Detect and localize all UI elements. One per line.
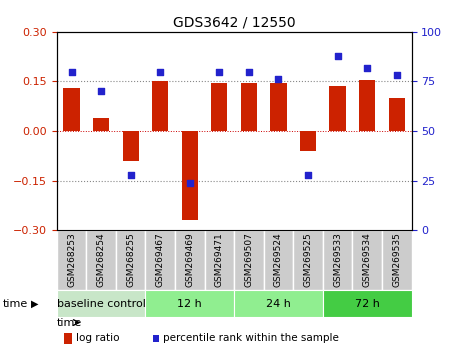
Point [68, 69, 75, 74]
Bar [63, 88, 79, 131]
Bar [359, 80, 375, 131]
Text: time: time [57, 318, 82, 327]
Bar [323, 230, 352, 290]
Point [363, 65, 371, 70]
Point [97, 88, 105, 94]
Point [216, 69, 223, 74]
Bar [205, 230, 234, 290]
Text: GSM269469: GSM269469 [185, 233, 194, 287]
Text: GSM269534: GSM269534 [363, 233, 372, 287]
Point [275, 76, 282, 82]
Text: GSM269525: GSM269525 [304, 233, 313, 287]
Text: GSM268255: GSM268255 [126, 233, 135, 287]
Bar [382, 230, 412, 290]
Bar [152, 81, 168, 131]
Bar [330, 86, 346, 131]
Text: GSM269471: GSM269471 [215, 233, 224, 287]
Bar [234, 230, 264, 290]
Bar [93, 118, 109, 131]
Text: GSM269533: GSM269533 [333, 233, 342, 287]
Title: GDS3642 / 12550: GDS3642 / 12550 [173, 15, 296, 29]
Text: GSM269507: GSM269507 [245, 233, 254, 287]
Bar [116, 230, 146, 290]
Text: GSM269467: GSM269467 [156, 233, 165, 287]
Bar [86, 230, 116, 290]
Text: GSM269535: GSM269535 [392, 233, 401, 287]
Bar [293, 230, 323, 290]
Bar [64, 333, 72, 344]
Text: GSM268254: GSM268254 [96, 233, 105, 287]
Bar [271, 83, 287, 131]
Bar [57, 230, 86, 290]
Point [304, 172, 312, 177]
Bar [264, 230, 293, 290]
Text: ▶: ▶ [31, 299, 38, 309]
Text: GSM268253: GSM268253 [67, 233, 76, 287]
Bar [182, 131, 198, 220]
Point [127, 172, 134, 177]
Text: baseline control: baseline control [57, 299, 146, 309]
Point [334, 53, 342, 58]
Bar [211, 83, 228, 131]
Point [245, 69, 253, 74]
Text: percentile rank within the sample: percentile rank within the sample [163, 333, 339, 343]
Bar [300, 131, 316, 151]
Text: 12 h: 12 h [177, 299, 202, 309]
Text: GSM269524: GSM269524 [274, 233, 283, 287]
Bar [175, 230, 204, 290]
Text: 72 h: 72 h [355, 299, 380, 309]
Point [157, 69, 164, 74]
Bar [323, 290, 412, 317]
Bar [152, 335, 159, 342]
Bar [352, 230, 382, 290]
Bar [389, 98, 405, 131]
Bar [57, 290, 146, 317]
Point [393, 73, 401, 78]
Bar [241, 83, 257, 131]
Bar [123, 131, 139, 161]
Bar [146, 290, 234, 317]
Text: 24 h: 24 h [266, 299, 291, 309]
Text: log ratio: log ratio [76, 333, 120, 343]
Point [186, 180, 193, 185]
Text: time: time [2, 299, 27, 309]
Bar [234, 290, 323, 317]
Bar [146, 230, 175, 290]
